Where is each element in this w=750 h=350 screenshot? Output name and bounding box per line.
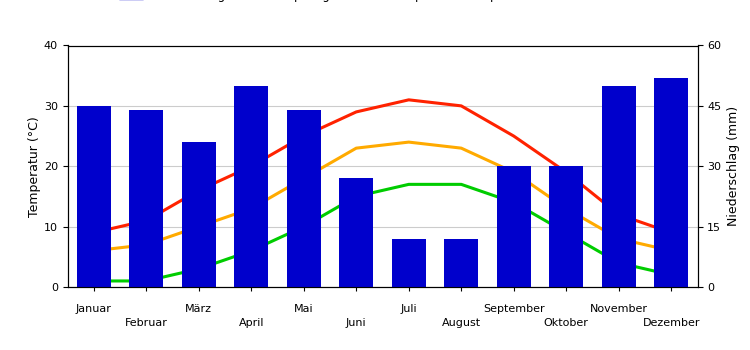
Bar: [392, 239, 426, 287]
Bar: [182, 142, 216, 287]
Bar: [339, 178, 374, 287]
Y-axis label: Temperatur (°C): Temperatur (°C): [28, 116, 40, 217]
Bar: [286, 110, 321, 287]
Text: Januar: Januar: [76, 304, 112, 314]
Text: August: August: [442, 317, 481, 328]
Text: Februar: Februar: [124, 317, 168, 328]
Bar: [444, 239, 478, 287]
Text: November: November: [590, 304, 648, 314]
Bar: [76, 106, 111, 287]
Bar: [496, 166, 531, 287]
Bar: [129, 110, 164, 287]
Text: Oktober: Oktober: [544, 317, 589, 328]
Text: Juni: Juni: [346, 317, 367, 328]
Bar: [602, 86, 636, 287]
Bar: [654, 78, 688, 287]
Text: Juli: Juli: [400, 304, 417, 314]
Text: März: März: [185, 304, 212, 314]
Y-axis label: Niederschlag (mm): Niederschlag (mm): [727, 106, 740, 226]
Bar: [549, 166, 584, 287]
Text: Dezember: Dezember: [643, 317, 700, 328]
Text: Mai: Mai: [294, 304, 314, 314]
Text: September: September: [483, 304, 544, 314]
Bar: [234, 86, 268, 287]
Legend: Niederschlag, Temp (Tag), Ø Temp, Temp (Nacht): Niederschlag, Temp (Tag), Ø Temp, Temp (…: [115, 0, 550, 6]
Text: April: April: [238, 317, 264, 328]
